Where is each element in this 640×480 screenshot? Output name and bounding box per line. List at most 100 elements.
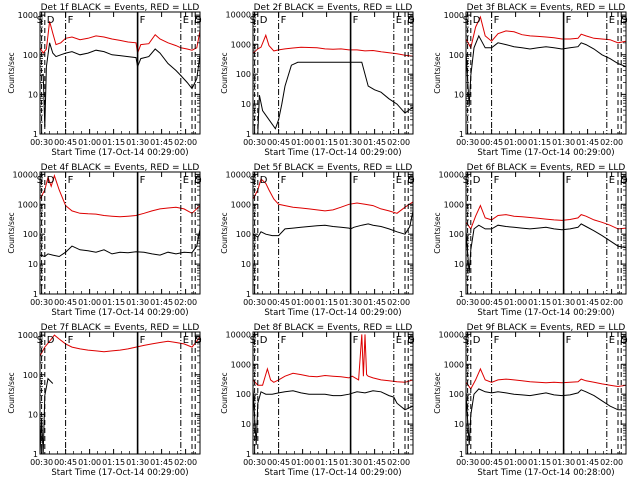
y-tick-label: 1	[459, 290, 464, 299]
marker-label-d: D	[473, 175, 481, 186]
x-tick-label: 01:45	[363, 138, 386, 147]
x-tick-label: 01:15	[315, 458, 338, 467]
x-tick-label: 01:00	[78, 298, 101, 307]
x-axis-label: Start Time (17-Oct-14 00:29:00)	[477, 308, 614, 318]
marker-label-e: E	[183, 15, 189, 26]
x-tick-label: 00:45	[480, 138, 503, 147]
marker-label-d: D	[620, 15, 628, 26]
x-tick-label: 02:00	[174, 298, 197, 307]
y-tick-label: 1	[246, 290, 251, 299]
x-tick-label: 01:15	[528, 298, 551, 307]
marker-label-d: D	[620, 175, 628, 186]
x-tick-label: 01:00	[504, 298, 527, 307]
marker-label-e: E	[183, 175, 189, 186]
lld-series-line	[466, 367, 626, 390]
plot-frame	[252, 331, 414, 455]
marker-label-e: E	[396, 175, 402, 186]
marker-label-d: D	[260, 15, 268, 26]
y-axis-label: Counts/sec	[433, 52, 442, 93]
x-tick-label: 01:30	[339, 298, 362, 307]
x-tick-label: 01:00	[504, 138, 527, 147]
y-tick-label: 1	[459, 130, 464, 139]
lld-series-line	[466, 15, 626, 50]
y-tick-label: 1	[459, 450, 464, 459]
plot-frame	[252, 11, 414, 135]
marker-label-f: F	[140, 15, 146, 26]
x-tick-label: 00:45	[267, 458, 290, 467]
y-tick-label: 10000	[226, 10, 251, 19]
plot-frame	[465, 331, 627, 455]
y-tick-label: 10	[241, 100, 251, 109]
marker-label-s: S	[621, 15, 627, 26]
events-series-line	[40, 228, 200, 258]
marker-label-s: S	[195, 15, 201, 26]
y-tick-label: 100	[236, 230, 251, 239]
marker-label-f: F	[68, 175, 74, 186]
x-tick-label: 01:30	[552, 298, 575, 307]
y-axis-label: Counts/sec	[220, 52, 229, 93]
panel-title: Det 9f BLACK = Events, RED = LLD	[467, 323, 626, 333]
x-tick-label: 00:45	[267, 298, 290, 307]
x-tick-label: 01:15	[528, 138, 551, 147]
events-series-line	[466, 388, 626, 446]
marker-label-d: D	[194, 335, 202, 346]
y-axis-label: Counts/sec	[220, 212, 229, 253]
x-tick-label: 00:30	[30, 138, 53, 147]
lld-series-line	[40, 174, 200, 218]
plot-frame	[39, 171, 201, 295]
x-axis-label: Start Time (17-Oct-14 00:29:00)	[51, 308, 188, 318]
panel-title: Det 3f BLACK = Events, RED = LLD	[467, 3, 626, 13]
panel-title: Det 4f BLACK = Events, RED = LLD	[41, 163, 200, 173]
y-tick-label: 1	[33, 290, 38, 299]
plot-frame	[465, 11, 627, 135]
marker-label-d: D	[407, 175, 415, 186]
marker-label-d: D	[473, 15, 481, 26]
marker-label-f: F	[68, 15, 74, 26]
marker-label-d: D	[194, 175, 202, 186]
y-tick-label: 1	[246, 130, 251, 139]
marker-label-f: F	[281, 335, 287, 346]
x-tick-label: 00:30	[30, 298, 53, 307]
y-tick-label: 1000	[444, 11, 464, 20]
marker-label-f: F	[353, 15, 359, 26]
x-tick-label: 01:45	[150, 458, 173, 467]
x-tick-label: 01:45	[363, 458, 386, 467]
x-tick-label: 01:30	[126, 298, 149, 307]
y-tick-label: 100	[449, 230, 464, 239]
x-tick-label: 00:45	[267, 138, 290, 147]
x-tick-label: 01:45	[150, 138, 173, 147]
y-tick-label: 100	[449, 390, 464, 399]
x-tick-label: 01:15	[102, 138, 125, 147]
marker-label-d: D	[47, 15, 55, 26]
marker-label-e: E	[396, 15, 402, 26]
x-tick-label: 02:00	[387, 458, 410, 467]
x-tick-label: 02:00	[174, 138, 197, 147]
y-tick-label: 1	[33, 130, 38, 139]
x-tick-label: 00:30	[456, 458, 479, 467]
events-series-line	[466, 223, 626, 274]
marker-label-s: S	[408, 175, 414, 186]
panel-title: Det 8f BLACK = Events, RED = LLD	[254, 323, 413, 333]
x-tick-label: 01:30	[339, 138, 362, 147]
y-tick-label: 10	[454, 90, 464, 99]
y-axis-label: Counts/sec	[433, 372, 442, 413]
marker-label-f: F	[566, 335, 572, 346]
marker-label-s: S	[408, 15, 414, 26]
x-tick-label: 02:00	[600, 458, 623, 467]
x-tick-label: 01:00	[504, 458, 527, 467]
x-tick-label: 01:30	[552, 458, 575, 467]
x-axis-label: Start Time (17-Oct-14 00:29:00)	[51, 468, 188, 478]
y-tick-label: 10000	[226, 170, 251, 179]
x-tick-label: 01:00	[291, 298, 314, 307]
x-tick-label: 02:00	[600, 138, 623, 147]
x-tick-label: 01:45	[150, 298, 173, 307]
y-tick-label: 1000	[18, 11, 38, 20]
events-series-line	[40, 42, 200, 128]
y-tick-label: 100	[449, 51, 464, 60]
marker-label-f: F	[68, 335, 74, 346]
